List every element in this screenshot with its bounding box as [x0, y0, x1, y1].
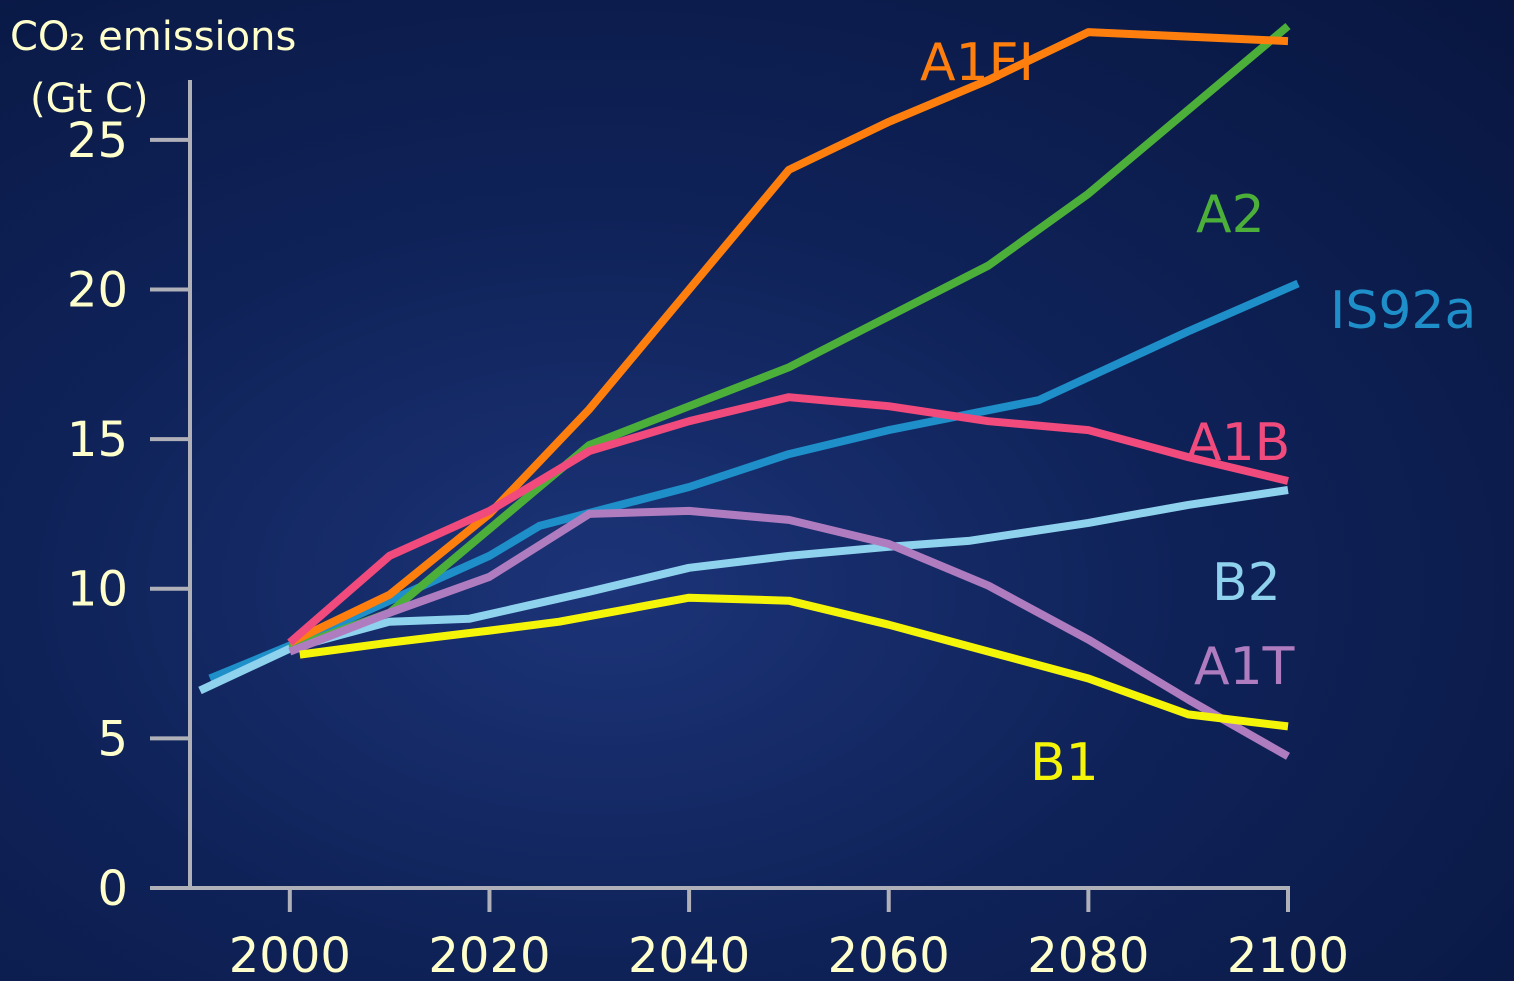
series-line-b2	[198, 486, 1289, 695]
series-label-a2: A2	[1196, 185, 1265, 245]
y-tick-label: 0	[97, 861, 128, 917]
x-ticks: 2000 2020 2040 2060 2080 2100	[229, 888, 1349, 981]
x-tick-label: 2060	[828, 928, 950, 981]
x-tick-label: 2080	[1027, 928, 1149, 981]
y-tick-label: 20	[67, 262, 128, 318]
series-label-a1b: A1B	[1186, 413, 1290, 473]
series-line-b1	[299, 593, 1289, 731]
y-tick-label: 25	[67, 113, 128, 169]
series-line-a1t	[288, 506, 1290, 760]
series-line-is92a	[208, 279, 1300, 683]
y-ticks: 0 5 10 15 20 25	[67, 113, 190, 917]
x-tick-label: 2100	[1227, 928, 1349, 981]
x-tick-label: 2040	[628, 928, 750, 981]
y-axis-title-line1: CO₂ emissions	[10, 14, 296, 60]
series-label-b2: B2	[1212, 553, 1281, 613]
y-tick-label: 10	[67, 562, 128, 618]
x-tick-label: 2020	[428, 928, 550, 981]
series-label-a1t: A1T	[1194, 637, 1295, 697]
y-tick-label: 15	[67, 412, 128, 468]
series-label-is92a: IS92a	[1330, 281, 1476, 341]
y-axis-title-line2: (Gt C)	[30, 76, 149, 122]
series-labels: A1FI A2 IS92a A1B B2 A1T B1	[920, 33, 1476, 793]
y-tick-label: 5	[97, 711, 128, 767]
x-tick-label: 2000	[229, 928, 351, 981]
series-line-a2	[288, 23, 1291, 653]
series-label-a1fi: A1FI	[920, 33, 1034, 93]
series-line-a1fi	[288, 28, 1289, 647]
series-label-b1: B1	[1030, 733, 1099, 793]
series-lines	[198, 23, 1300, 760]
series-line-a1b	[287, 393, 1289, 646]
